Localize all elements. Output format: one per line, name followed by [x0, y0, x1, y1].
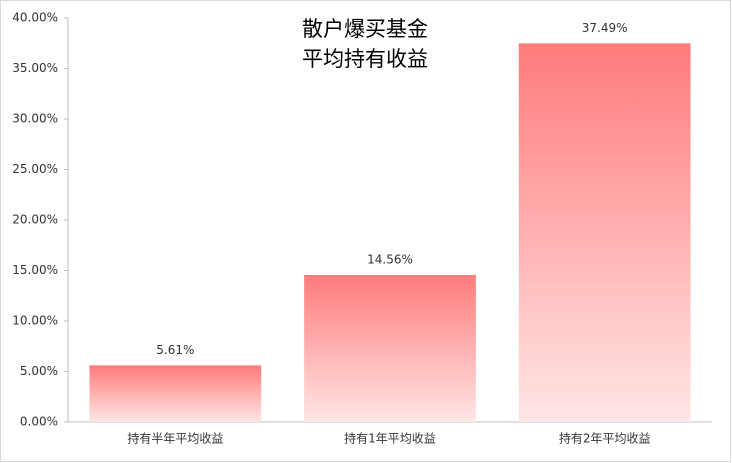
y-tick-label: 0.00%	[20, 415, 58, 429]
bar	[518, 43, 691, 422]
y-tick-label: 25.00%	[12, 162, 58, 176]
chart-title: 散户爆买基金	[302, 17, 428, 41]
data-label: 5.61%	[156, 343, 194, 357]
x-tick-label: 持有2年平均收益	[559, 431, 651, 446]
x-tick-label: 持有1年平均收益	[344, 431, 436, 446]
y-tick-label: 20.00%	[12, 213, 58, 227]
y-tick-label: 40.00%	[12, 11, 58, 25]
y-tick-label: 30.00%	[12, 112, 58, 126]
y-tick-label: 15.00%	[12, 263, 58, 277]
chart-title: 平均持有收益	[302, 47, 428, 71]
bar	[89, 365, 262, 422]
y-tick-label: 5.00%	[20, 364, 58, 378]
y-tick-label: 10.00%	[12, 314, 58, 328]
data-label: 14.56%	[367, 252, 413, 266]
bar	[304, 274, 476, 422]
data-label: 37.49%	[582, 21, 628, 35]
y-tick-label: 35.00%	[12, 61, 58, 75]
x-tick-label: 持有半年平均收益	[127, 431, 223, 446]
